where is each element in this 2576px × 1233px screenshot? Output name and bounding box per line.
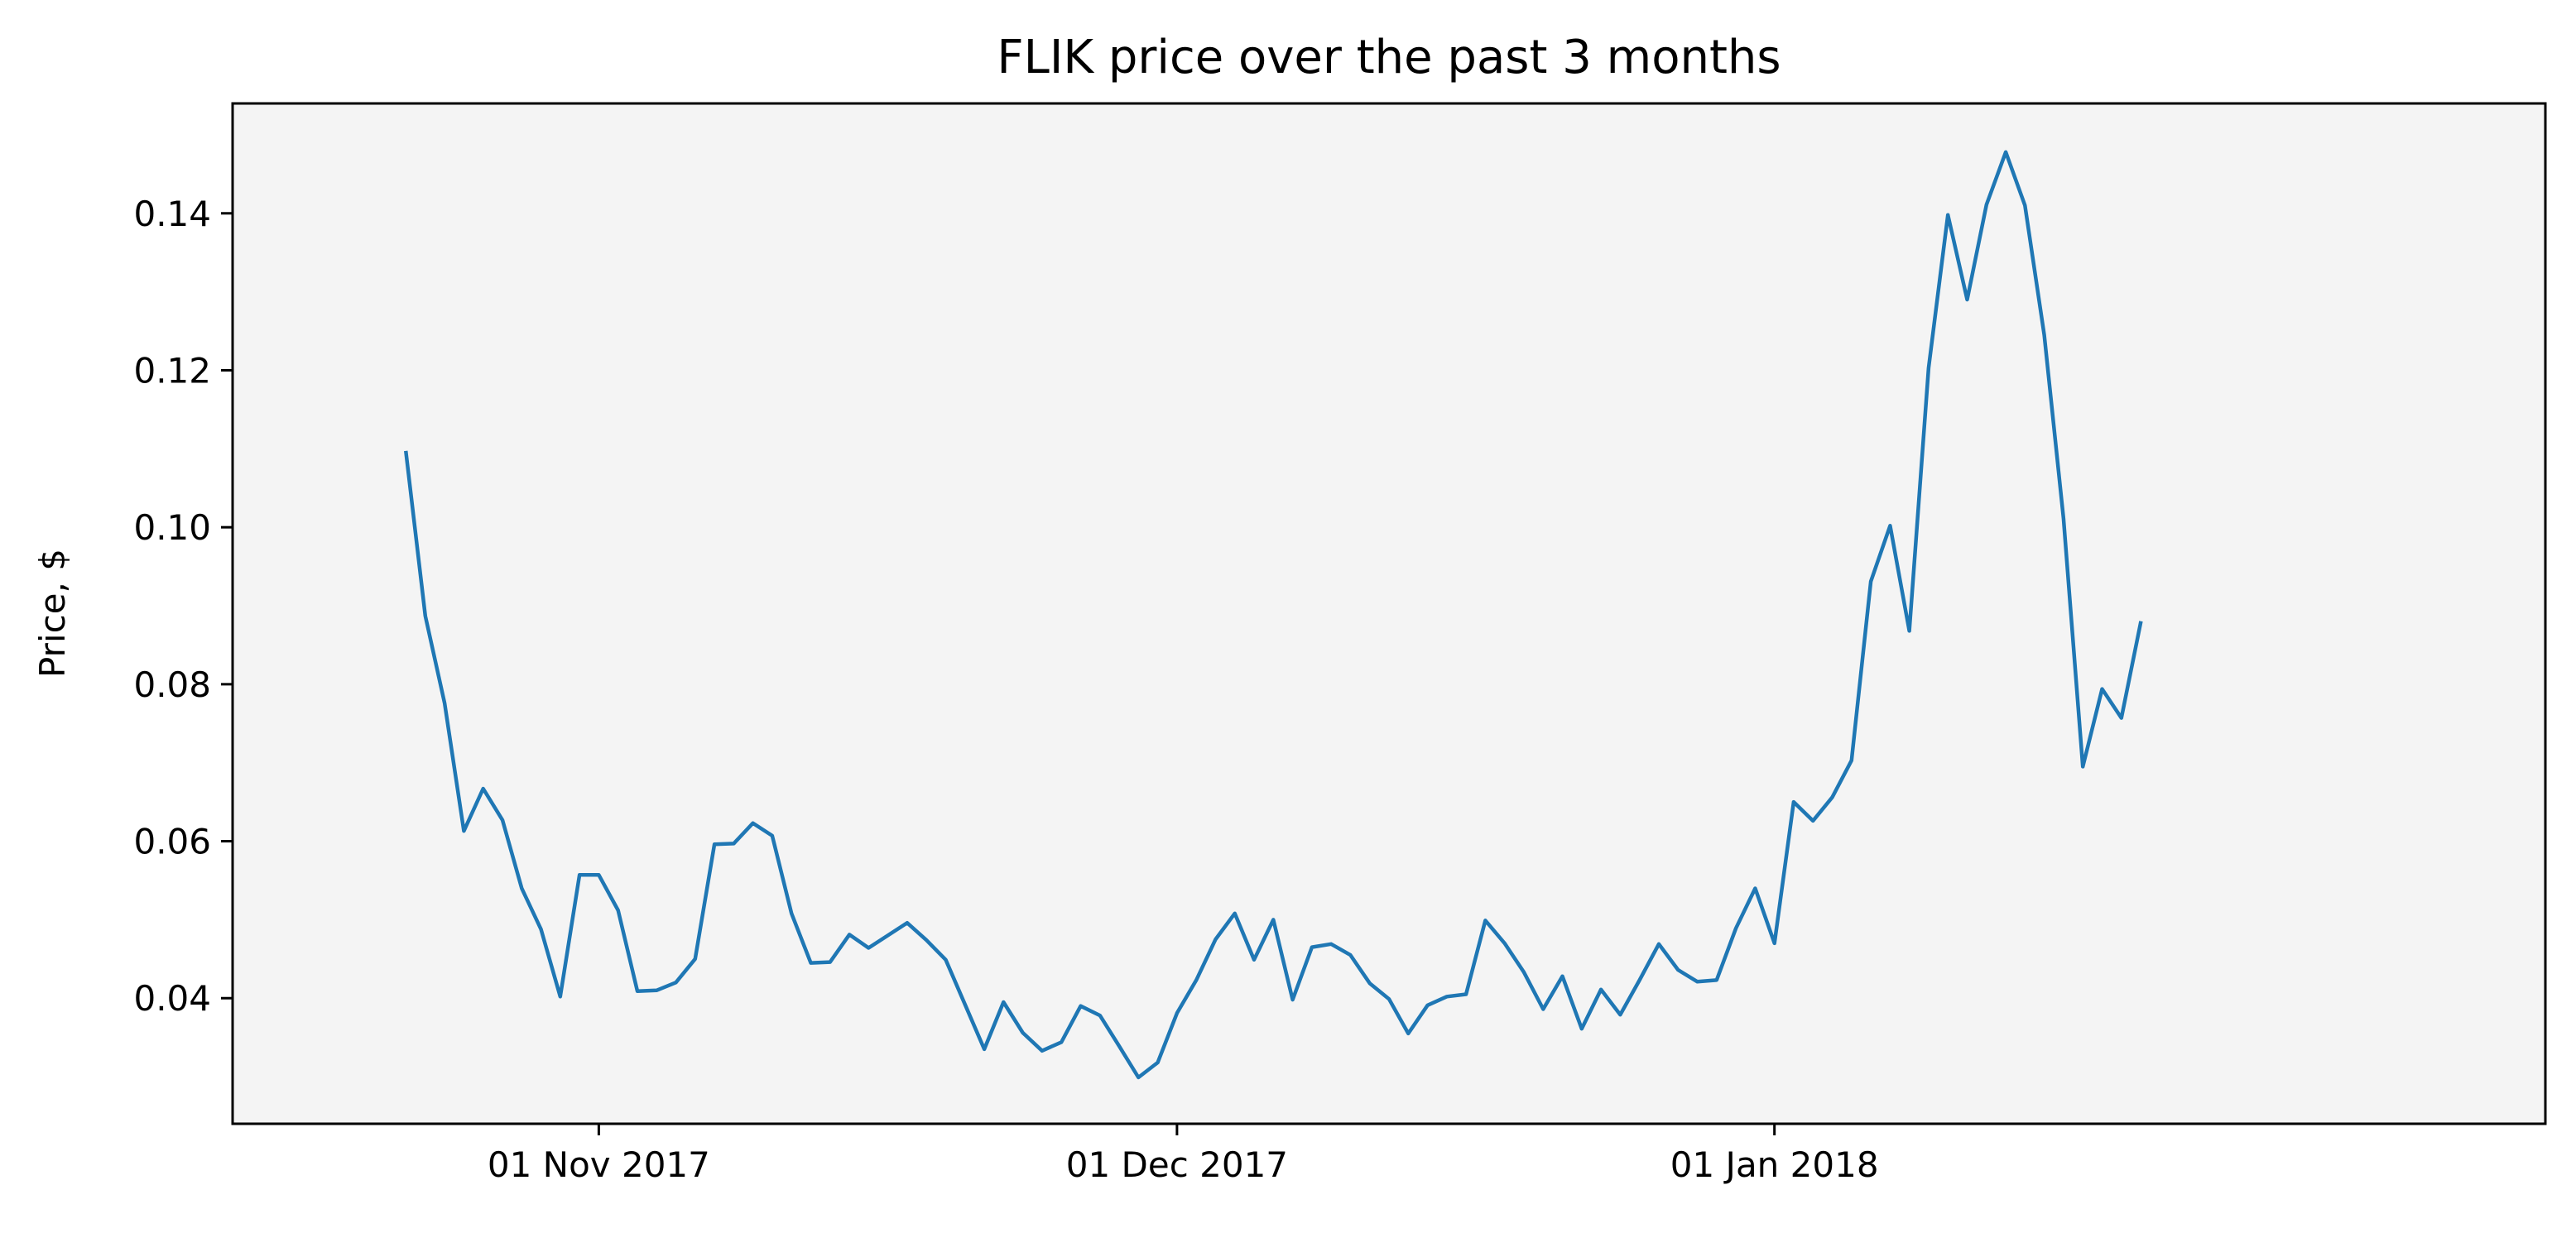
y-tick-label: 0.08 <box>133 664 211 705</box>
chart-title: FLIK price over the past 3 months <box>997 31 1781 84</box>
y-tick-label: 0.12 <box>133 350 211 391</box>
y-axis: 0.04 0.06 0.08 0.10 0.12 0.14 <box>133 194 233 1019</box>
y-tick-label: 0.10 <box>133 507 211 548</box>
x-axis: 01 Nov 2017 01 Dec 2017 01 Jan 2018 <box>488 1124 1879 1185</box>
plot-area <box>233 103 2545 1124</box>
x-tick-label: 01 Dec 2017 <box>1066 1144 1288 1185</box>
x-tick-label: 01 Nov 2017 <box>488 1144 710 1185</box>
y-tick-label: 0.04 <box>133 978 211 1019</box>
series-line <box>404 150 2143 1080</box>
y-tick-label: 0.14 <box>133 194 211 234</box>
y-axis-label: Price, $ <box>32 549 73 678</box>
series-layer <box>404 150 2143 1080</box>
x-tick-label: 01 Jan 2018 <box>1670 1144 1879 1185</box>
y-tick-label: 0.06 <box>133 822 211 862</box>
plot-frame <box>231 102 2547 1125</box>
